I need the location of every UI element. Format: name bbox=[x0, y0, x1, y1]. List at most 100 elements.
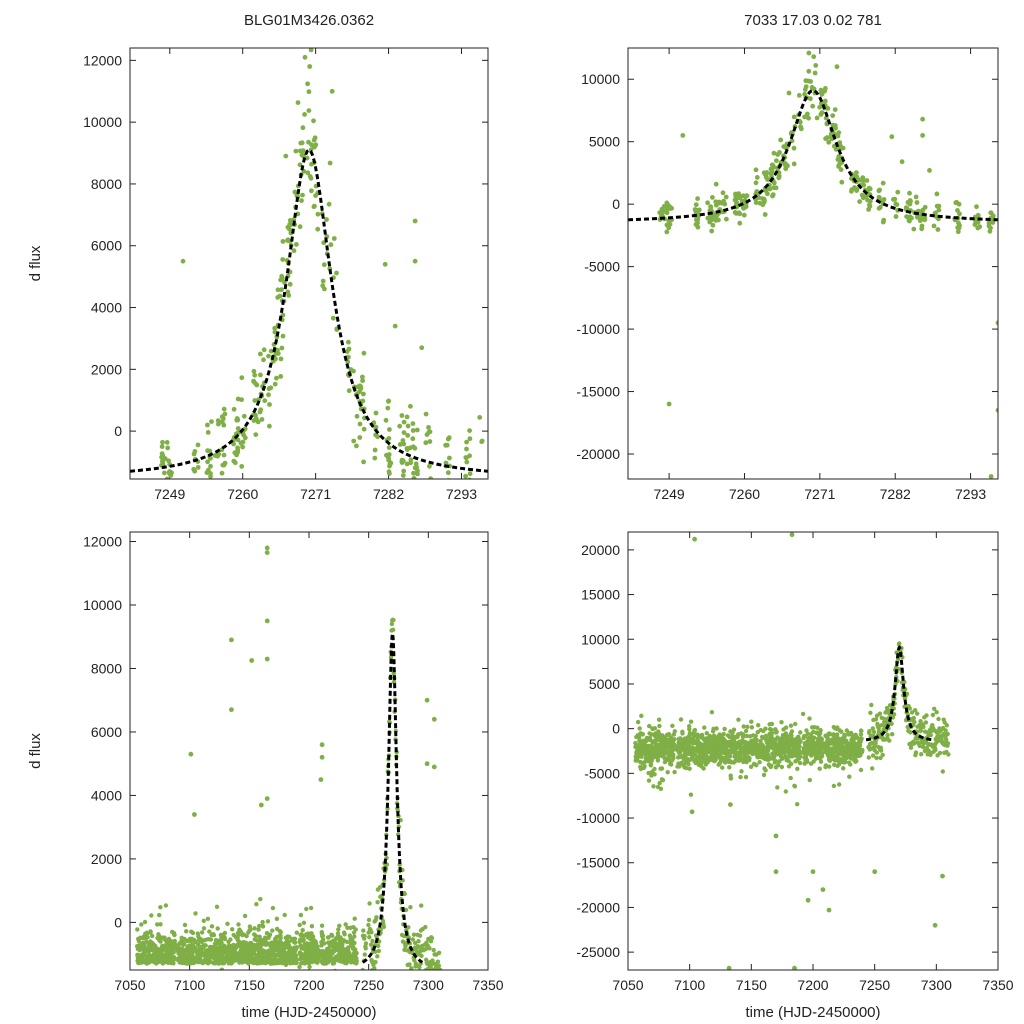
data-point bbox=[274, 916, 280, 921]
data-point bbox=[375, 434, 380, 440]
data-point bbox=[425, 511, 430, 516]
data-point bbox=[272, 325, 278, 331]
data-point bbox=[797, 750, 802, 755]
data-point bbox=[897, 641, 902, 646]
data-point bbox=[411, 470, 416, 476]
data-point bbox=[904, 214, 909, 220]
data-point bbox=[909, 710, 915, 715]
data-point bbox=[180, 258, 186, 264]
data-point bbox=[723, 760, 728, 765]
x-tick-label: 7260 bbox=[227, 486, 258, 502]
data-point bbox=[430, 958, 435, 963]
data-point bbox=[838, 143, 844, 149]
data-point bbox=[467, 428, 472, 433]
data-point bbox=[389, 621, 395, 627]
data-point bbox=[297, 922, 302, 928]
y-tick-label: -5000 bbox=[584, 765, 620, 781]
data-point bbox=[228, 937, 233, 942]
data-point bbox=[280, 276, 285, 281]
data-point bbox=[705, 200, 710, 206]
data-point bbox=[807, 716, 812, 721]
data-point bbox=[889, 134, 895, 140]
data-point bbox=[229, 707, 234, 713]
data-point bbox=[327, 947, 332, 952]
data-point bbox=[477, 415, 483, 420]
model-curve bbox=[130, 148, 488, 473]
x-tick-label: 7050 bbox=[612, 977, 643, 993]
data-point bbox=[385, 405, 391, 411]
data-point bbox=[823, 763, 829, 768]
data-point bbox=[788, 775, 793, 781]
data-point bbox=[309, 188, 314, 194]
data-point bbox=[222, 930, 228, 936]
data-point bbox=[640, 732, 645, 737]
data-point bbox=[955, 229, 961, 235]
data-point bbox=[366, 922, 371, 928]
data-point bbox=[305, 81, 310, 87]
y-tick-label: 20000 bbox=[581, 542, 620, 558]
data-point bbox=[231, 458, 237, 464]
data-point bbox=[278, 929, 283, 935]
data-point bbox=[714, 726, 719, 731]
data-point bbox=[341, 976, 345, 980]
data-point bbox=[708, 205, 714, 210]
data-point bbox=[878, 748, 884, 753]
data-point bbox=[726, 965, 732, 970]
data-point bbox=[860, 747, 865, 753]
data-point bbox=[267, 932, 273, 937]
data-point bbox=[238, 996, 242, 1000]
data-point bbox=[864, 178, 870, 183]
data-point bbox=[769, 721, 775, 727]
data-point bbox=[162, 470, 167, 476]
data-point bbox=[205, 459, 211, 465]
data-point bbox=[823, 136, 828, 142]
data-point bbox=[837, 140, 843, 146]
data-point bbox=[363, 946, 368, 951]
y-tick-label: -15000 bbox=[576, 384, 620, 400]
data-point bbox=[812, 70, 818, 76]
data-point bbox=[260, 919, 265, 925]
data-point bbox=[866, 185, 872, 191]
y-tick-label: 4000 bbox=[91, 300, 122, 316]
data-point bbox=[877, 711, 883, 716]
data-point bbox=[934, 203, 940, 209]
data-point bbox=[928, 752, 933, 757]
data-point bbox=[313, 142, 319, 148]
data-point bbox=[805, 731, 810, 736]
data-point bbox=[819, 737, 824, 742]
x-tick-label: 7050 bbox=[114, 977, 145, 993]
y-tick-label: 8000 bbox=[91, 660, 122, 676]
data-point bbox=[301, 937, 306, 943]
data-point bbox=[321, 262, 327, 268]
data-point bbox=[318, 777, 324, 782]
data-point bbox=[431, 716, 437, 722]
data-point bbox=[270, 928, 275, 933]
data-point bbox=[773, 833, 779, 839]
data-point bbox=[911, 226, 917, 232]
data-point bbox=[857, 199, 862, 205]
x-tick-label: 7271 bbox=[300, 486, 331, 502]
data-point bbox=[319, 742, 325, 748]
data-point bbox=[684, 765, 689, 771]
data-point bbox=[412, 218, 418, 224]
data-point bbox=[172, 932, 177, 938]
x-tick-label: 7350 bbox=[472, 977, 503, 993]
data-point bbox=[253, 933, 259, 939]
data-point bbox=[930, 712, 936, 718]
data-point bbox=[918, 719, 923, 724]
data-point bbox=[415, 498, 420, 503]
data-point bbox=[945, 741, 951, 746]
data-point bbox=[791, 145, 797, 151]
data-point bbox=[719, 200, 725, 206]
data-point bbox=[936, 716, 941, 722]
data-point bbox=[188, 751, 194, 757]
data-point bbox=[810, 869, 816, 875]
data-point bbox=[295, 100, 301, 105]
data-point bbox=[372, 455, 378, 461]
data-point bbox=[808, 79, 813, 84]
data-point bbox=[791, 114, 797, 120]
data-point bbox=[144, 939, 149, 944]
data-point bbox=[773, 185, 779, 191]
data-point bbox=[876, 194, 882, 200]
data-point bbox=[731, 727, 737, 732]
